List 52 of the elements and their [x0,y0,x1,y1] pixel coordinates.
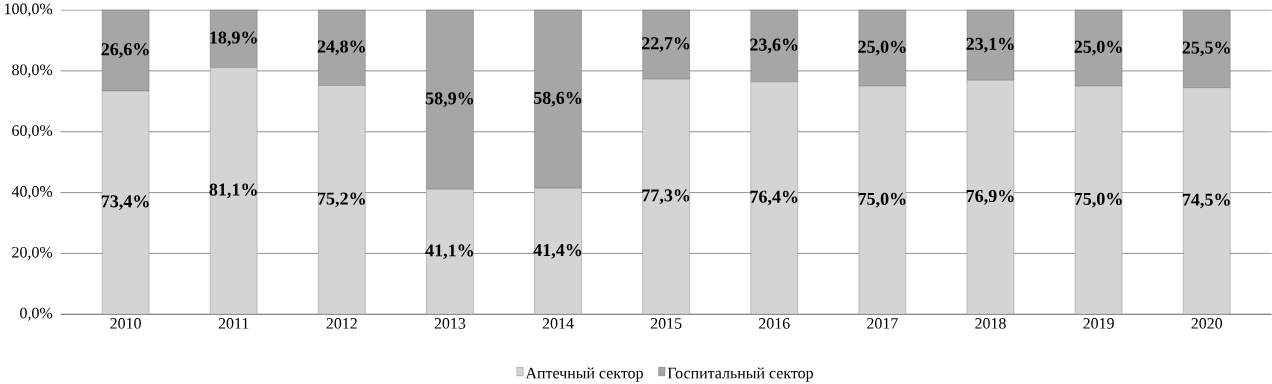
x-tick-label: 2012 [326,317,357,329]
y-tick-label: 0,0% [20,307,53,321]
bar [1074,9,1123,87]
x-tick-label: 2015 [650,317,682,329]
bar [210,9,258,68]
data-label: 76,9% [966,189,1014,205]
bar [534,9,582,189]
y-tick-label: 40,0% [11,185,53,200]
data-label: 23,1% [966,37,1014,53]
data-label: 23,6% [750,38,798,54]
x-tick-label: 2020 [1191,317,1223,329]
x-tick-label: 2011 [218,317,249,329]
x-tick-label: 2014 [542,317,574,329]
bar [318,9,366,86]
x-tick-label: 2019 [1083,317,1114,329]
data-label: 75,0% [1074,192,1122,208]
legend-label: Аптечный сектор [525,367,643,382]
data-label: 24,8% [317,40,365,56]
bar [966,9,1015,81]
data-label: 25,0% [1074,40,1122,56]
x-tick-label: 2013 [434,317,466,329]
data-label: 76,4% [750,190,798,206]
legend-label: Госпитальный сектор [667,367,813,382]
data-label: 41,1% [425,244,474,260]
data-label: 18,9% [210,31,257,47]
data-label: 41,4% [533,243,582,259]
data-label: 58,6% [533,91,582,107]
data-label: 77,3% [642,189,690,205]
bar [101,9,150,92]
bar [426,9,474,190]
bar [1183,9,1231,88]
y-tick-label: 100,0% [4,3,53,17]
data-label: 58,9% [425,92,474,107]
data-label: 81,1% [209,183,257,199]
x-tick-label: 2016 [759,317,790,329]
y-tick-label: 80,0% [12,64,53,78]
data-label: 25,5% [1182,41,1230,57]
bar [642,9,690,80]
y-tick-label: 60,0% [12,125,53,139]
data-label: 75,2% [318,192,365,208]
data-label: 74,5% [1182,193,1230,209]
data-label: 22,7% [642,37,690,52]
data-label: 75,0% [858,192,906,208]
x-tick-label: 2017 [867,317,898,329]
bar [750,9,798,83]
data-label: 25,0% [858,40,906,56]
x-tick-label: 2010 [110,317,141,329]
y-tick-label: 20,0% [12,246,53,260]
x-tick-label: 2018 [975,317,1006,329]
data-label: 26,6% [101,43,149,58]
bar [858,9,907,87]
data-label: 73,4% [101,195,149,210]
